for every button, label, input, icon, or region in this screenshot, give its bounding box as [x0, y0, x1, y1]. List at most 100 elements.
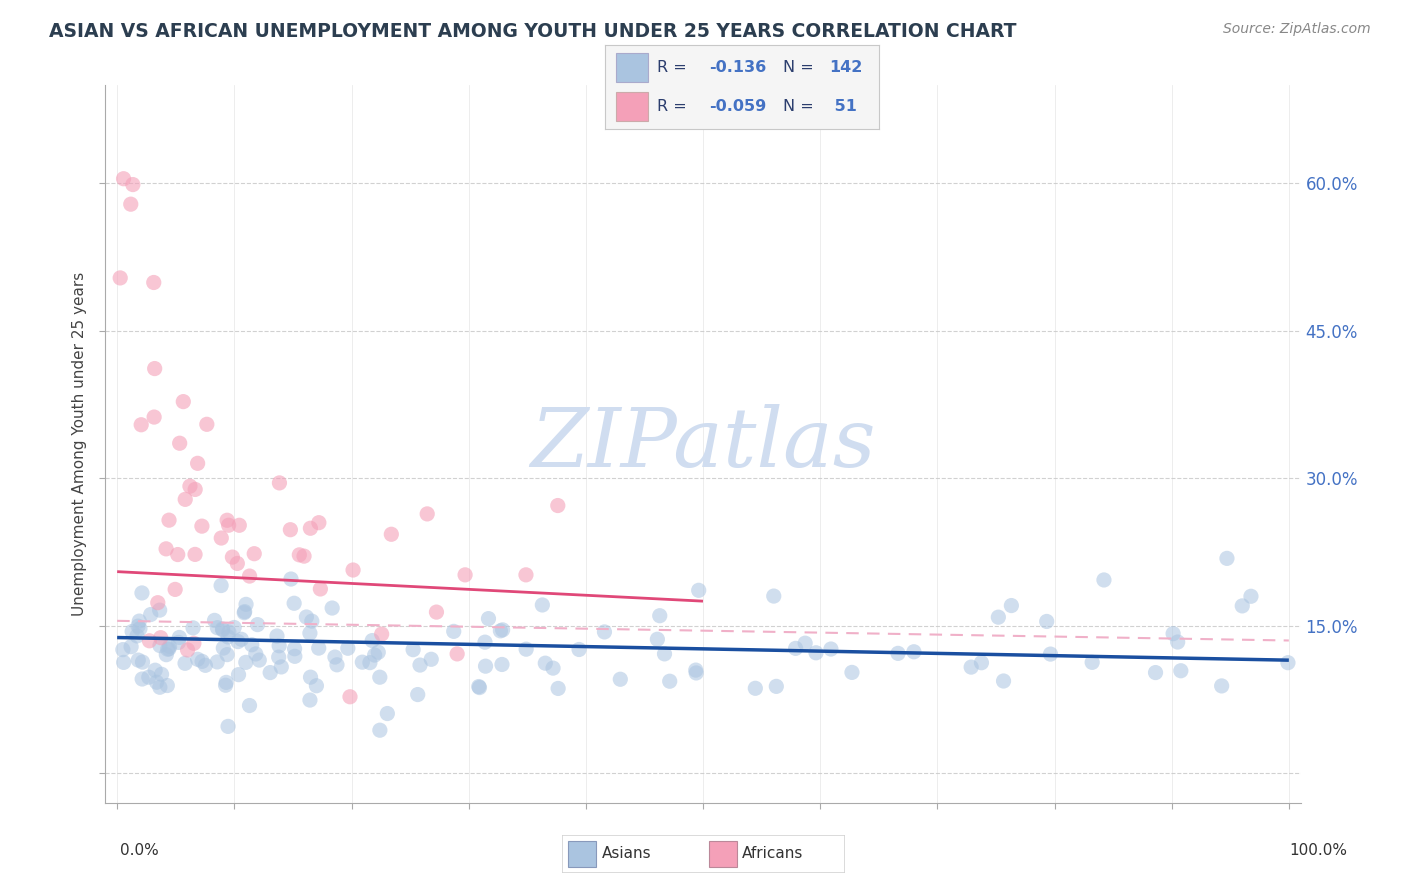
Point [212, 641, 235, 656]
Point [301, 614, 323, 628]
Point [648, 608, 671, 623]
Point [762, 589, 785, 603]
Point [129, 622, 152, 636]
Point [112, 171, 135, 186]
Text: 51: 51 [830, 99, 858, 114]
Point [157, 513, 180, 527]
Point [361, 633, 384, 648]
Point [191, 654, 214, 668]
Point [477, 612, 499, 626]
Point [214, 678, 236, 692]
Point [205, 655, 228, 669]
Point [841, 665, 863, 680]
Point [127, 619, 149, 633]
Point [468, 680, 491, 694]
Point [685, 663, 707, 677]
Point [658, 674, 681, 689]
Point [647, 632, 669, 647]
Point [887, 646, 910, 660]
Point [174, 492, 197, 507]
Point [425, 605, 447, 619]
Point [128, 614, 150, 628]
Point [231, 632, 253, 647]
Bar [616, 54, 648, 82]
Point [226, 634, 249, 648]
Point [187, 456, 209, 470]
Point [169, 631, 191, 645]
Point [342, 563, 364, 577]
Point [987, 610, 1010, 624]
Point [280, 572, 302, 586]
Point [218, 518, 240, 533]
Point [259, 665, 281, 680]
Point [298, 693, 321, 707]
Point [224, 620, 246, 634]
Text: R =: R = [657, 60, 692, 75]
Point [127, 653, 149, 667]
Point [270, 660, 292, 674]
Point [685, 665, 707, 680]
Text: Source: ZipAtlas.com: Source: ZipAtlas.com [1223, 22, 1371, 37]
Point [226, 557, 249, 571]
Text: R =: R = [657, 99, 692, 114]
Point [352, 655, 374, 669]
Text: 100.0%: 100.0% [1289, 843, 1347, 858]
Point [233, 605, 256, 619]
Point [515, 567, 537, 582]
Point [298, 626, 321, 640]
Text: ZIPatlas: ZIPatlas [530, 404, 876, 483]
Point [167, 635, 190, 649]
Text: Asians: Asians [602, 847, 651, 861]
Point [321, 601, 343, 615]
Point [1170, 664, 1192, 678]
Point [308, 516, 330, 530]
Point [138, 633, 160, 648]
Point [541, 661, 564, 675]
Point [184, 548, 207, 562]
Point [1092, 573, 1115, 587]
Text: ASIAN VS AFRICAN UNEMPLOYMENT AMONG YOUTH UNDER 25 YEARS CORRELATION CHART: ASIAN VS AFRICAN UNEMPLOYMENT AMONG YOUT… [49, 22, 1017, 41]
Point [474, 635, 496, 649]
Point [111, 642, 134, 657]
Point [215, 675, 238, 690]
Point [121, 624, 143, 639]
Point [283, 596, 305, 610]
Point [221, 550, 243, 565]
Point [239, 569, 262, 583]
Point [794, 636, 817, 650]
Point [323, 650, 346, 665]
Point [443, 624, 465, 639]
Point [299, 670, 322, 684]
Point [209, 578, 232, 592]
Point [174, 657, 197, 671]
Point [245, 647, 267, 661]
Point [654, 647, 676, 661]
Point [169, 436, 191, 450]
Point [149, 639, 172, 653]
Point [1081, 656, 1104, 670]
Point [142, 276, 165, 290]
Point [491, 657, 513, 672]
Point [280, 523, 302, 537]
Point [112, 656, 135, 670]
Point [243, 547, 266, 561]
Point [380, 527, 402, 541]
Text: -0.136: -0.136 [709, 60, 766, 75]
Point [194, 658, 217, 673]
Point [218, 625, 240, 640]
Point [993, 673, 1015, 688]
Point [150, 667, 173, 681]
Point [166, 548, 188, 562]
Point [146, 596, 169, 610]
Point [568, 642, 591, 657]
Point [1039, 647, 1062, 661]
Point [489, 624, 512, 638]
Point [288, 548, 311, 562]
Point [1277, 656, 1299, 670]
Point [284, 641, 307, 656]
Point [191, 519, 214, 533]
Point [609, 673, 631, 687]
Point [131, 655, 153, 669]
Point [184, 483, 207, 497]
Point [155, 648, 177, 662]
